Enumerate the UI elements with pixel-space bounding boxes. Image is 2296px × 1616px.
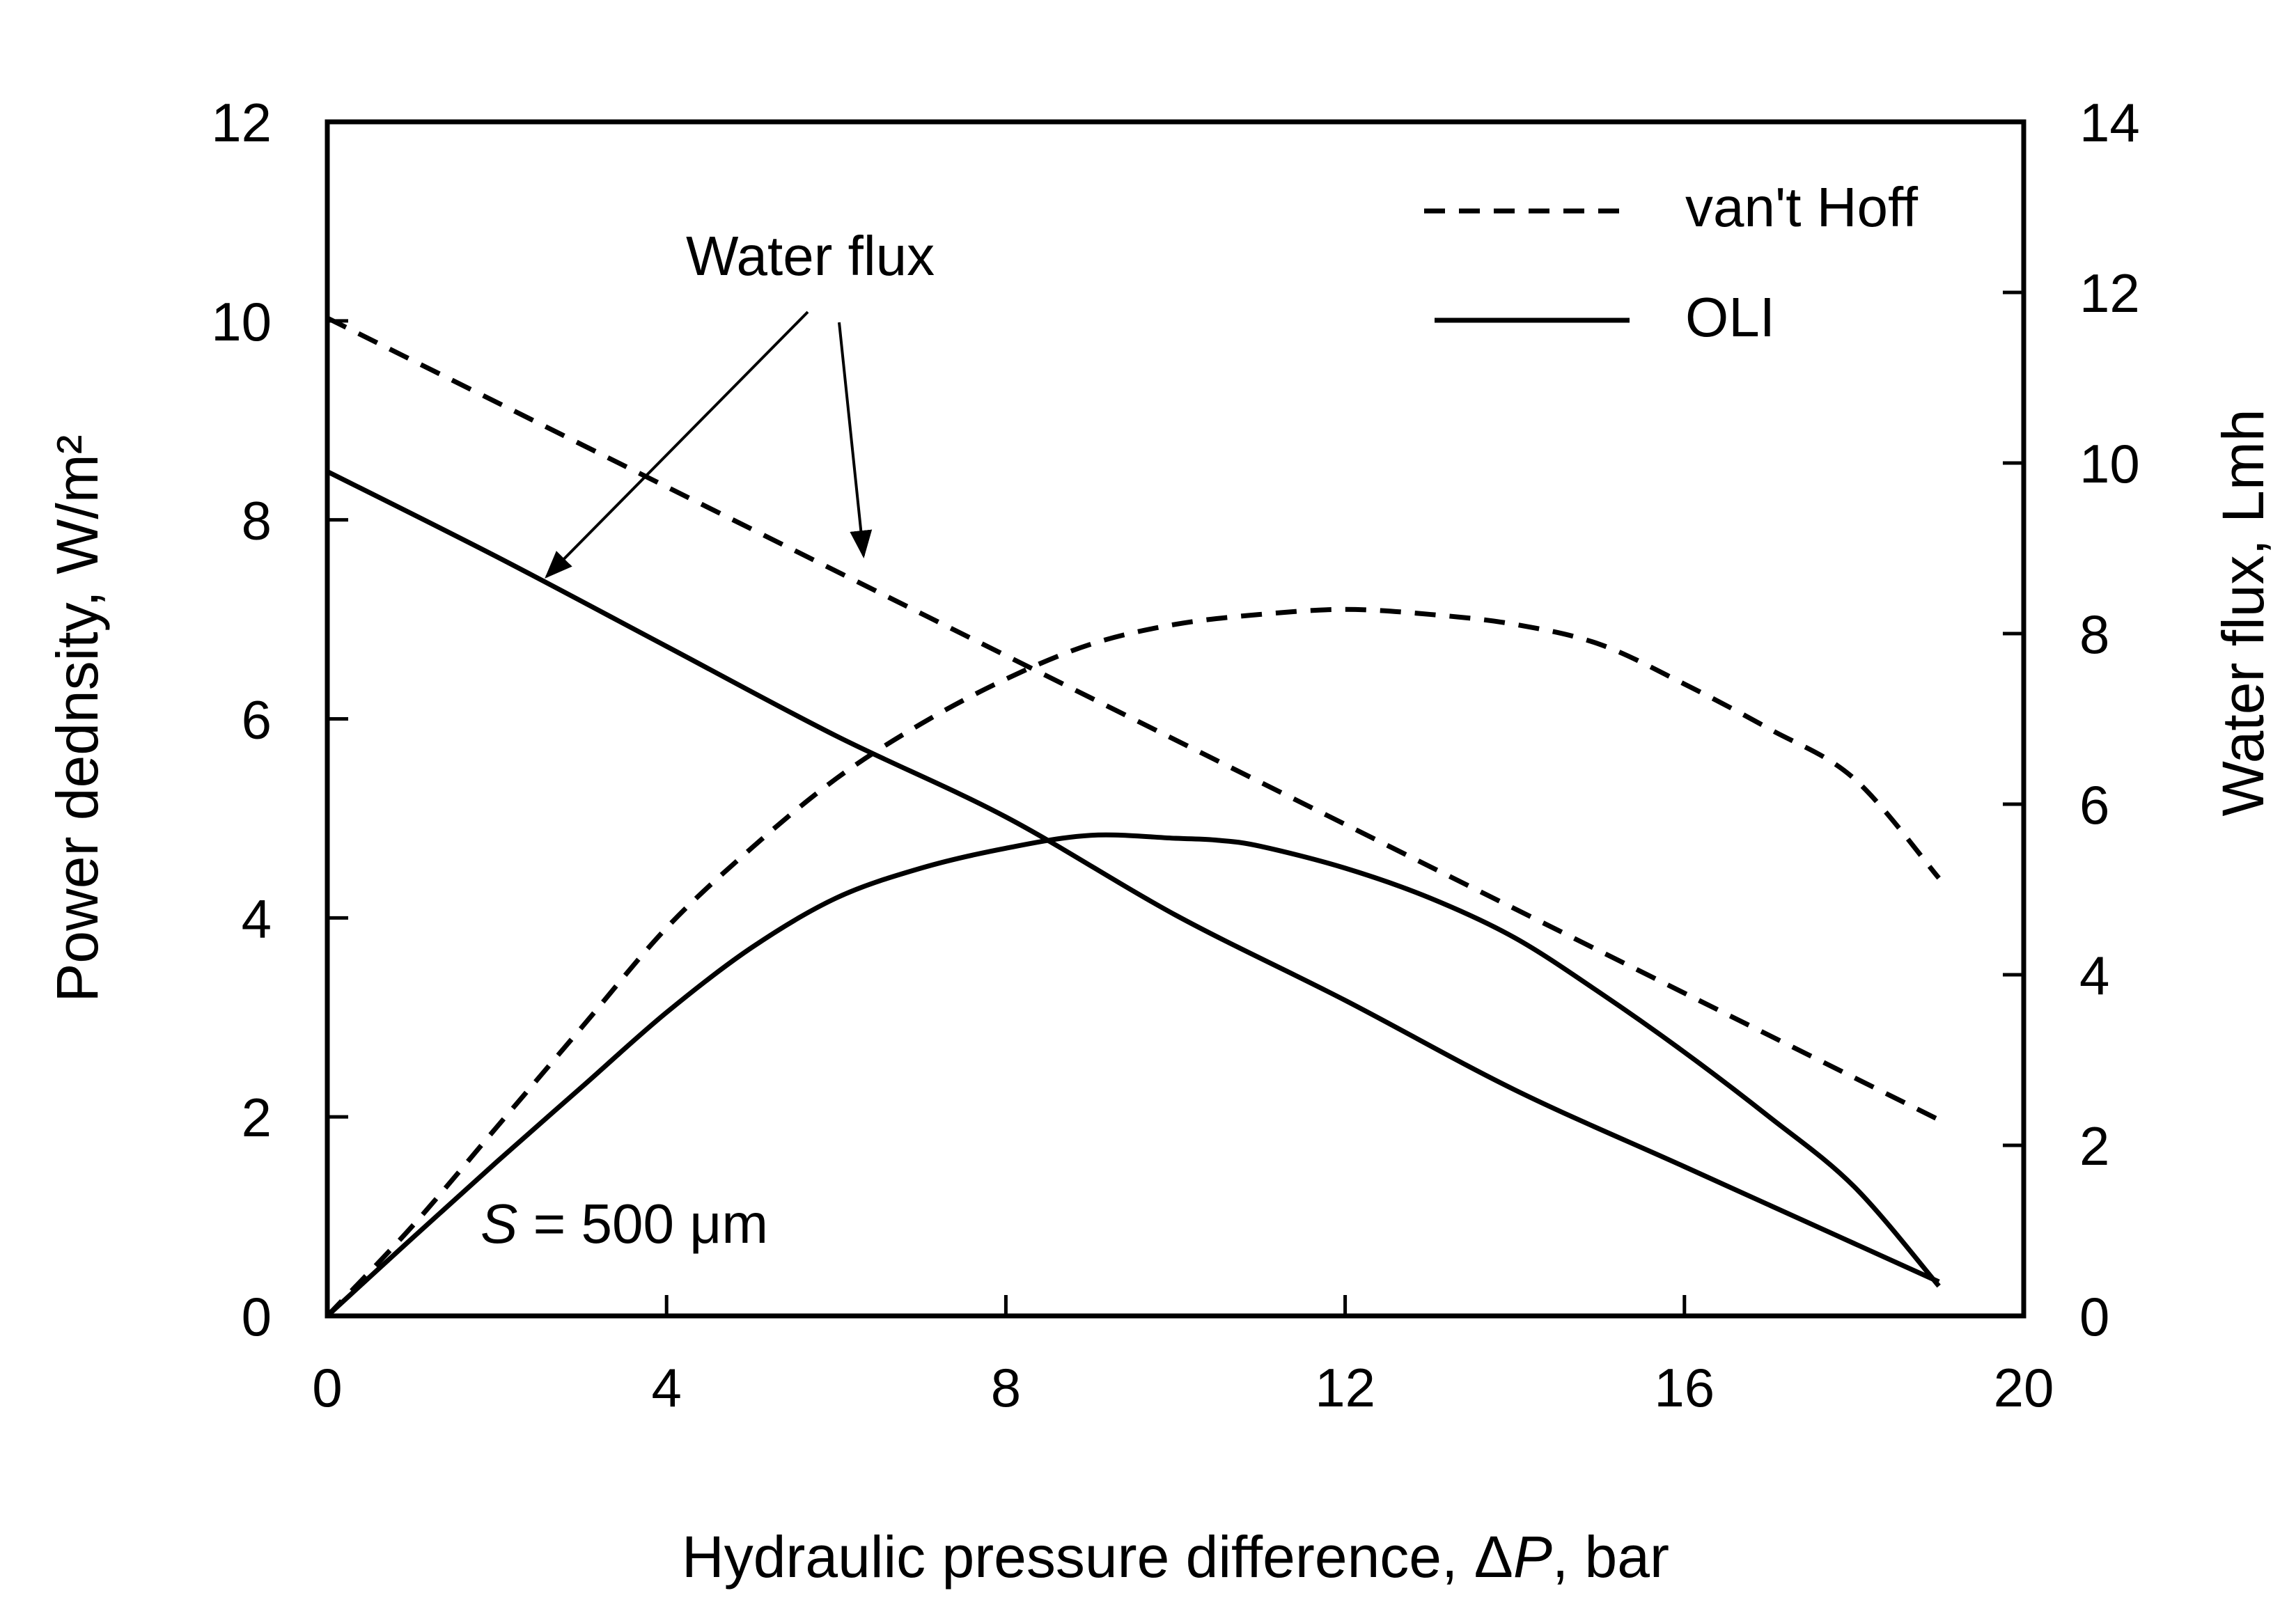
y-left-tick-label: 8 [242,490,272,551]
legend: van't Hoff OLI [1424,176,1919,348]
y-right-tick-label: 6 [2079,774,2109,836]
series-layer [325,315,1941,1318]
y-right-tick-label: 14 [2079,92,2140,153]
x-tick-label: 16 [1654,1357,1715,1418]
x-tick-label: 4 [652,1357,682,1418]
y-right-tick-label: 4 [2079,945,2109,1006]
y-left-tick-label: 12 [211,92,272,153]
y-left-tick-label: 4 [242,888,272,949]
water-flux-arrow-vant-hoff [838,322,873,558]
y-left-tick-label: 6 [242,689,272,751]
series-line-3 [326,469,1940,1285]
x-tick-label: 20 [1994,1357,2054,1418]
water-flux-arrow-oli [545,311,809,579]
legend-oli-label: OLI [1685,286,1775,348]
y-right-tick-label: 12 [2079,262,2140,324]
y-right-tick-label: 2 [2079,1115,2109,1177]
y-left-tick-label: 10 [211,291,272,352]
y-left-axis-title: Power dednsity, W/m² [45,434,110,1002]
series-line-2 [326,315,1940,1122]
y-left-tick-label: 0 [242,1286,272,1347]
x-tick-label: 8 [991,1357,1021,1418]
tick-labels-layer: 0 4 8 12 16 20 0 2 4 6 8 10 12 0 2 4 6 8 10 12 14 [211,92,2140,1418]
x-tick-label: 12 [1315,1357,1375,1418]
y-left-tick-label: 2 [242,1087,272,1148]
y-right-tick-label: 10 [2079,433,2140,494]
plot-frame [325,119,2026,1319]
series-line-1 [325,832,1941,1318]
spacer-thickness-label: S = 500 μm [481,1193,768,1255]
y-right-axis-title: Water flux, Lmh [2210,409,2276,816]
x-axis-title: Hydraulic pressure difference, ΔP, bar [682,1524,1669,1590]
legend-vant-hoff-label: van't Hoff [1685,176,1919,238]
water-flux-annotation: Water flux [686,225,935,287]
x-tick-label: 0 [312,1357,342,1418]
y-right-tick-label: 8 [2079,604,2109,665]
y-right-tick-label: 0 [2079,1286,2109,1347]
